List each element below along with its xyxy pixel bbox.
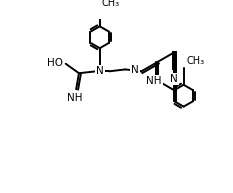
Text: CH₃: CH₃ <box>186 56 204 66</box>
Text: NH: NH <box>67 93 82 103</box>
Text: CH₃: CH₃ <box>102 0 120 8</box>
Text: N: N <box>96 66 104 76</box>
Text: HO: HO <box>47 58 63 68</box>
Text: NH: NH <box>146 76 162 86</box>
Text: N: N <box>131 65 139 75</box>
Text: N: N <box>170 74 178 84</box>
